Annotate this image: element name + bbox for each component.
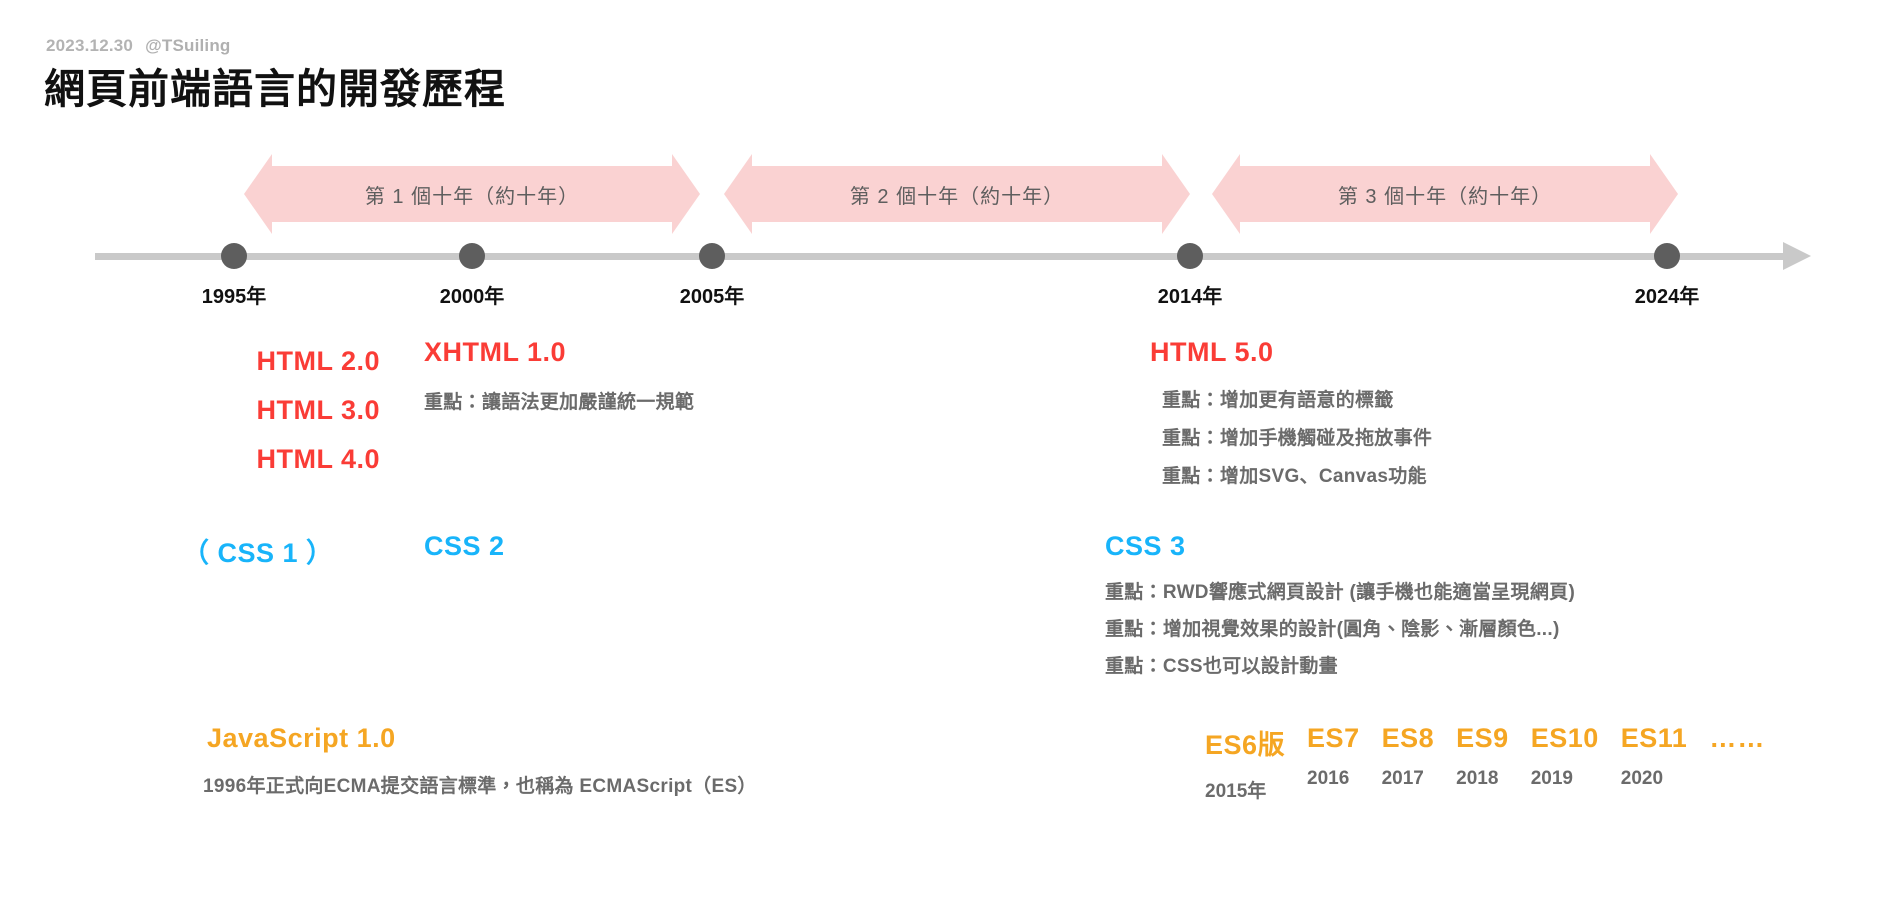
css3-title: CSS 3 xyxy=(1105,531,1186,561)
timeline-label-2005: 2005年 xyxy=(679,286,745,308)
html-versions-1995: HTML 2.0 HTML 3.0 HTML 4.0 xyxy=(100,337,380,484)
html5-group-2014: HTML 5.0 重點：增加更有語意的標籤 重點：增加手機觸碰及拖放事件 重點：… xyxy=(1150,337,1432,496)
css3-note-3: 重點：CSS也可以設計動畫 xyxy=(1105,656,1338,677)
es-name: ES11 xyxy=(1620,723,1688,753)
timeline-dot-2005 xyxy=(699,243,725,269)
timeline-dot-2000 xyxy=(459,243,485,269)
es-year: 2020 xyxy=(1620,768,1664,789)
html-version-2: HTML 2.0 xyxy=(256,346,380,376)
css2-title: CSS 2 xyxy=(424,531,505,561)
xhtml-group-2000: XHTML 1.0 重點：讓語法更加嚴謹統一規範 xyxy=(424,337,694,422)
byline-date: 2023.12.30 xyxy=(46,36,134,55)
timeline-dot-2024 xyxy=(1654,243,1680,269)
timeline-dot-1995 xyxy=(221,243,247,269)
css3-note-1: 重點：RWD響應式網頁設計 (讓手機也能適當呈現網頁) xyxy=(1105,582,1576,603)
decade-band-3: 第 3 個十年（約十年） xyxy=(1212,154,1678,234)
javascript-title: JavaScript 1.0 xyxy=(207,723,396,753)
html5-note-2: 重點：增加手機觸碰及拖放事件 xyxy=(1162,428,1433,449)
es-item: ES11 2020 xyxy=(1621,723,1688,790)
html5-note-1: 重點：增加更有語意的標籤 xyxy=(1162,390,1394,411)
timeline-axis xyxy=(95,253,1785,260)
timeline-arrow-icon xyxy=(1783,242,1811,270)
timeline-label-2014: 2014年 xyxy=(1157,286,1223,308)
html5-title: HTML 5.0 xyxy=(1150,337,1274,367)
html5-note-3: 重點：增加SVG、Canvas功能 xyxy=(1162,466,1427,487)
javascript-group-1995: JavaScript 1.0 1996年正式向ECMA提交語言標準，也稱為 EC… xyxy=(203,723,757,806)
css3-group-2014: CSS 3 重點：RWD響應式網頁設計 (讓手機也能適當呈現網頁) 重點：增加視… xyxy=(1105,531,1575,685)
xhtml-note-1: 重點：讓語法更加嚴謹統一規範 xyxy=(424,392,695,413)
es-item: ES6版 2015年 xyxy=(1205,723,1285,803)
javascript-note-1: 1996年正式向ECMA提交語言標準，也稱為 ECMAScript（ES） xyxy=(203,776,757,797)
css3-note-2: 重點：增加視覺效果的設計(圓角、陰影、漸層顏色...) xyxy=(1105,619,1560,640)
es-item: ES8 2017 xyxy=(1382,723,1435,790)
html-version-4: HTML 4.0 xyxy=(256,444,380,474)
es-item: ES10 2019 xyxy=(1531,723,1599,790)
es-name: ES10 xyxy=(1530,723,1599,753)
es-versions-row: ES6版 2015年 ES7 2016 ES8 2017 ES9 2018 ES… xyxy=(1205,723,1765,803)
timeline-dot-2014 xyxy=(1177,243,1203,269)
html5-notes: 重點：增加更有語意的標籤 重點：增加手機觸碰及拖放事件 重點：增加SVG、Can… xyxy=(1162,382,1432,496)
es-name: ES7 xyxy=(1307,723,1360,753)
decade-band-1-label: 第 1 個十年（約十年） xyxy=(364,185,580,208)
timeline-label-2024: 2024年 xyxy=(1634,286,1700,308)
css3-notes: 重點：RWD響應式網頁設計 (讓手機也能適當呈現網頁) 重點：增加視覺效果的設計… xyxy=(1105,574,1575,685)
es-year: 2017 xyxy=(1381,768,1424,789)
es-item: ES9 2018 xyxy=(1456,723,1509,790)
es-item: ES7 2016 xyxy=(1307,723,1360,790)
es-year: 2016 xyxy=(1307,768,1350,789)
es-year: 2015年 xyxy=(1205,781,1267,802)
css1-title: （ CSS 1 ） xyxy=(182,538,334,568)
xhtml-title: XHTML 1.0 xyxy=(424,337,567,367)
es-name: ES9 xyxy=(1456,723,1509,753)
es-name: ES6版 xyxy=(1205,730,1286,760)
decade-band-3-label: 第 3 個十年（約十年） xyxy=(1337,185,1553,208)
timeline-label-1995: 1995年 xyxy=(201,286,267,308)
decade-band-1: 第 1 個十年（約十年） xyxy=(244,154,700,234)
decade-band-2: 第 2 個十年（約十年） xyxy=(724,154,1190,234)
html-version-3: HTML 3.0 xyxy=(256,395,380,425)
byline: 2023.12.30 @TSuiling xyxy=(46,36,231,56)
byline-author: @TSuiling xyxy=(145,36,231,55)
page-title: 網頁前端語言的開發歷程 xyxy=(44,66,506,112)
es-year: 2019 xyxy=(1530,768,1573,789)
decade-band-2-label: 第 2 個十年（約十年） xyxy=(849,185,1065,208)
es-more-ellipsis: …… xyxy=(1709,723,1766,753)
timeline-label-2000: 2000年 xyxy=(439,286,505,308)
es-year: 2018 xyxy=(1456,768,1499,789)
es-name: ES8 xyxy=(1381,723,1435,753)
